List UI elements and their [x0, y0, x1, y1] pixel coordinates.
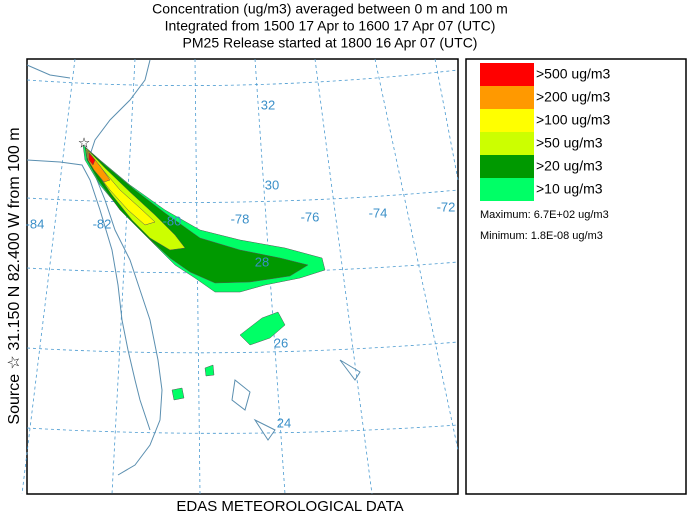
- legend-label: >20 ug/m3: [536, 158, 603, 174]
- lat-label: 28: [255, 254, 269, 269]
- title-line: PM25 Release started at 1800 16 Apr 07 (…: [183, 35, 478, 51]
- lon-line: [21, 58, 76, 495]
- lon-label: -76: [301, 209, 320, 224]
- lon-label: -82: [93, 216, 112, 231]
- lon-label: -80: [163, 213, 182, 228]
- source-label: Source ☆ 31.150 N 82.400 W from 100 m: [6, 127, 23, 424]
- plume-level: [239, 311, 286, 346]
- legend-swatch: [480, 155, 534, 178]
- island: [339, 359, 361, 381]
- legend-minimum: Minimum: 1.8E-08 ug/m3: [480, 230, 603, 242]
- map: ☆ 32 30 28 26 24 -84 -82 -80 -78 -76 -74 -72: [21, 58, 459, 495]
- legend-swatch: [480, 63, 534, 86]
- lon-label: -84: [26, 216, 45, 231]
- title-line: Integrated from 1500 17 Apr to 1600 17 A…: [165, 18, 496, 34]
- legend-label: >500 ug/m3: [536, 66, 611, 82]
- lon-line: [111, 58, 136, 495]
- legend-swatch: [480, 109, 534, 132]
- legend-swatch: [480, 178, 534, 201]
- legend-label: >100 ug/m3: [536, 112, 611, 128]
- coast-north: [26, 64, 71, 79]
- legend-maximum: Maximum: 6.7E+02 ug/m3: [480, 209, 609, 221]
- source-star: ☆: [78, 135, 91, 151]
- lat-line: [26, 189, 459, 203]
- plume-level: [204, 364, 215, 377]
- lat-line: [26, 69, 459, 87]
- lat-line: [26, 341, 459, 354]
- footer: EDAS METEOROLOGICAL DATA: [176, 498, 403, 515]
- legend: >500 ug/m3 >200 ug/m3 >100 ug/m3 >50 ug/m3 >…: [480, 63, 611, 201]
- plume-level: [171, 387, 185, 401]
- lon-line: [374, 58, 459, 451]
- coast-east: [89, 59, 163, 476]
- lat-label: 26: [274, 335, 288, 350]
- coastline: [26, 59, 361, 476]
- legend-label: >50 ug/m3: [536, 135, 603, 151]
- lon-line: [434, 58, 459, 181]
- island: [231, 379, 251, 411]
- lat-label: 32: [261, 97, 275, 112]
- lon-label: -78: [231, 211, 250, 226]
- lat-label: 24: [277, 415, 291, 430]
- lon-label: -72: [437, 199, 456, 214]
- legend-label: >200 ug/m3: [536, 89, 611, 105]
- lon-label: -74: [369, 205, 388, 220]
- legend-label: >10 ug/m3: [536, 181, 603, 197]
- lon-line: [314, 58, 373, 495]
- title-line: Concentration (ug/m3) averaged between 0…: [152, 1, 508, 17]
- lat-line: [26, 424, 459, 434]
- legend-swatch: [480, 132, 534, 155]
- plume: [82, 144, 326, 401]
- lat-label: 30: [265, 177, 279, 192]
- island: [253, 418, 276, 441]
- lat-line: [26, 261, 459, 274]
- coast-gulf: [26, 159, 151, 431]
- legend-swatch: [480, 86, 534, 109]
- plume-level: [88, 152, 96, 166]
